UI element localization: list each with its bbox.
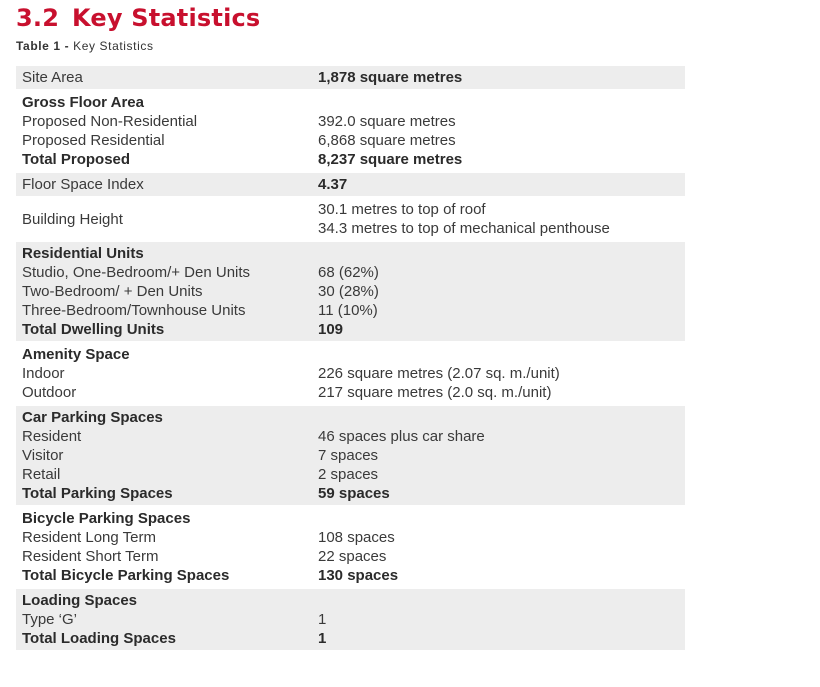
total-row: Total Proposed 8,237 square metres — [22, 150, 685, 169]
table-section-amenity-space: Amenity Space Indoor 226 square metres (2.… — [16, 343, 685, 404]
table-row: Resident Short Term 22 spaces — [22, 547, 685, 566]
row-value: 11 (10%) — [318, 302, 378, 319]
row-label: Retail — [22, 466, 61, 483]
table-row: Resident 46 spaces plus car share — [22, 427, 685, 446]
row-label: Total Bicycle Parking Spaces — [22, 567, 230, 584]
row-value: 4.37 — [318, 176, 348, 193]
row-value: 392.0 square metres — [318, 113, 456, 130]
table-section-loading-spaces: Loading Spaces Type ‘G’ 1 Total Loading Spa… — [16, 589, 685, 650]
total-row: Total Dwelling Units 109 — [22, 320, 685, 339]
row-value: 1 — [318, 630, 327, 647]
row-value-line: 30.1 metres to top of roof — [318, 201, 486, 218]
row-label: Proposed Residential — [22, 132, 165, 149]
row-label: Building Height — [22, 210, 123, 228]
table-row: Building Height 30.1 metres to top of roo… — [22, 200, 685, 238]
row-value: 1,878 square metres — [318, 69, 463, 86]
section-header-row: Loading Spaces — [22, 591, 685, 610]
table-row: Floor Space Index 4.37 — [22, 175, 685, 194]
row-label: Outdoor — [22, 384, 77, 401]
table-row: Type ‘G’ 1 — [22, 610, 685, 629]
row-label: Visitor — [22, 447, 64, 464]
table-section-site-area: Site Area 1,878 square metres — [16, 66, 685, 89]
table-row: Studio, One-Bedroom/+ Den Units 68 (62%) — [22, 263, 685, 282]
table-row: Three-Bedroom/Townhouse Units 11 (10%) — [22, 301, 685, 320]
total-row: Total Bicycle Parking Spaces 130 spaces — [22, 566, 685, 585]
section-header-row: Car Parking Spaces — [22, 408, 685, 427]
section-header-row: Bicycle Parking Spaces — [22, 509, 685, 528]
table-section-bicycle-parking: Bicycle Parking Spaces Resident Long Term… — [16, 507, 685, 587]
row-label: Floor Space Index — [22, 176, 144, 193]
table-caption: Table 1 - Key Statistics — [16, 39, 154, 53]
row-label: Three-Bedroom/Townhouse Units — [22, 302, 246, 319]
row-label: Two-Bedroom/ + Den Units — [22, 283, 203, 300]
row-label: Resident — [22, 428, 82, 445]
section-header-row: Amenity Space — [22, 345, 685, 364]
section-title: Key Statistics — [72, 4, 261, 32]
row-value: 1 — [318, 611, 327, 628]
table-section-building-height: Building Height 30.1 metres to top of roo… — [16, 198, 685, 240]
total-row: Total Loading Spaces 1 — [22, 629, 685, 648]
table-caption-label: Table 1 - — [16, 39, 70, 53]
row-label: Bicycle Parking Spaces — [22, 510, 191, 527]
key-statistics-table: Site Area 1,878 square metres Gross Floor … — [16, 66, 685, 652]
row-value: 59 spaces — [318, 485, 390, 502]
section-header-row: Residential Units — [22, 244, 685, 263]
row-label: Total Dwelling Units — [22, 321, 165, 338]
section-heading: 3.2 Key Statistics — [16, 4, 260, 32]
row-value: 30 (28%) — [318, 283, 379, 300]
table-row: Site Area 1,878 square metres — [22, 68, 685, 87]
table-row: Resident Long Term 108 spaces — [22, 528, 685, 547]
table-row: Proposed Non-Residential 392.0 square met… — [22, 112, 685, 131]
row-value: 22 spaces — [318, 548, 387, 565]
row-value: 30.1 metres to top of roof 34.3 metres to… — [318, 200, 685, 238]
row-value: 130 spaces — [318, 567, 399, 584]
row-label: Total Parking Spaces — [22, 485, 173, 502]
row-value: 109 — [318, 321, 344, 338]
row-value: 217 square metres (2.0 sq. m./unit) — [318, 384, 552, 401]
row-label: Amenity Space — [22, 346, 130, 363]
table-row: Proposed Residential 6,868 square metres — [22, 131, 685, 150]
table-caption-text: Key Statistics — [69, 39, 154, 53]
table-row: Retail 2 spaces — [22, 465, 685, 484]
table-section-residential-units: Residential Units Studio, One-Bedroom/+ D… — [16, 242, 685, 341]
row-label: Studio, One-Bedroom/+ Den Units — [22, 264, 251, 281]
row-value: 68 (62%) — [318, 264, 379, 281]
row-label: Car Parking Spaces — [22, 409, 163, 426]
row-value-line: 34.3 metres to top of mechanical penthou… — [318, 220, 610, 237]
row-value: 7 spaces — [318, 447, 379, 464]
section-header-row: Gross Floor Area — [22, 93, 685, 112]
table-row: Visitor 7 spaces — [22, 446, 685, 465]
row-label: Proposed Non-Residential — [22, 113, 198, 130]
row-value: 6,868 square metres — [318, 132, 456, 149]
table-section-gross-floor-area: Gross Floor Area Proposed Non-Residential… — [16, 91, 685, 171]
row-label: Total Loading Spaces — [22, 630, 176, 647]
row-label: Site Area — [22, 69, 83, 86]
row-label: Type ‘G’ — [22, 611, 78, 628]
table-section-car-parking: Car Parking Spaces Resident 46 spaces plus… — [16, 406, 685, 505]
row-label: Total Proposed — [22, 151, 131, 168]
row-value: 8,237 square metres — [318, 151, 463, 168]
row-label: Residential Units — [22, 245, 144, 262]
section-number: 3.2 — [16, 4, 60, 32]
row-label: Loading Spaces — [22, 592, 138, 609]
row-value: 108 spaces — [318, 529, 395, 546]
table-row: Indoor 226 square metres (2.07 sq. m./uni… — [22, 364, 685, 383]
row-label: Resident Long Term — [22, 529, 156, 546]
row-value: 226 square metres (2.07 sq. m./unit) — [318, 365, 560, 382]
row-label: Resident Short Term — [22, 548, 159, 565]
row-value: 2 spaces — [318, 466, 379, 483]
row-label: Indoor — [22, 365, 65, 382]
row-value: 46 spaces plus car share — [318, 428, 485, 445]
total-row: Total Parking Spaces 59 spaces — [22, 484, 685, 503]
table-row: Two-Bedroom/ + Den Units 30 (28%) — [22, 282, 685, 301]
row-label: Gross Floor Area — [22, 94, 144, 111]
table-section-floor-space-index: Floor Space Index 4.37 — [16, 173, 685, 196]
table-row: Outdoor 217 square metres (2.0 sq. m./uni… — [22, 383, 685, 402]
